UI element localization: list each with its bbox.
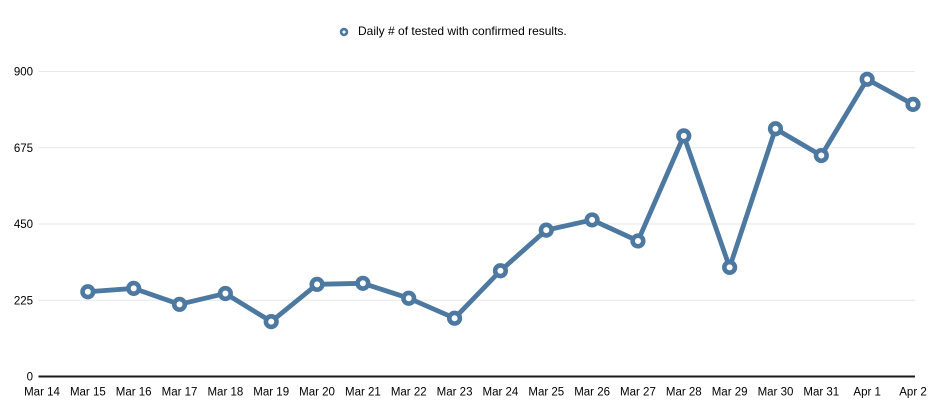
x-tick-label: Mar 28 (666, 387, 702, 399)
x-tick-label: Mar 19 (253, 387, 289, 399)
data-point-marker[interactable] (401, 290, 417, 306)
data-point-marker[interactable] (767, 121, 784, 137)
x-tick-label: Mar 15 (70, 387, 106, 399)
x-tick-label: Mar 29 (712, 387, 748, 399)
x-tick-label: Mar 23 (437, 387, 473, 399)
data-point-marker[interactable] (676, 128, 692, 144)
data-point-marker[interactable] (446, 310, 463, 326)
x-tick-label: Mar 21 (345, 387, 381, 399)
series-line (85, 76, 916, 325)
y-tick-label: 450 (14, 219, 33, 231)
data-point-marker[interactable] (859, 71, 875, 87)
legend-label: Daily # of tested with confirmed results… (358, 24, 567, 38)
legend-marker-icon (339, 27, 349, 36)
data-point-marker[interactable] (584, 212, 600, 228)
x-tick-label: Mar 25 (528, 387, 564, 399)
x-tick-label: Mar 27 (620, 387, 656, 399)
data-point-marker[interactable] (263, 314, 279, 330)
data-point-marker[interactable] (722, 259, 738, 275)
x-tick-label: Mar 18 (207, 387, 243, 399)
x-tick-label: Mar 17 (162, 387, 198, 399)
x-tick-label: Mar 24 (483, 387, 519, 399)
data-point-marker[interactable] (355, 275, 371, 291)
y-tick-label: 675 (14, 143, 33, 155)
x-tick-label: Mar 31 (803, 387, 839, 399)
y-tick-label: 900 (14, 67, 33, 79)
data-point-marker[interactable] (630, 233, 646, 249)
data-point-marker[interactable] (171, 296, 188, 312)
legend[interactable]: Daily # of tested with confirmed results… (338, 24, 567, 39)
data-point-marker[interactable] (538, 222, 554, 238)
x-tick-label: Mar 20 (299, 387, 335, 399)
x-tick-label: Mar 30 (758, 387, 794, 399)
data-point-marker[interactable] (492, 263, 509, 279)
x-tick-label: Mar 26 (574, 387, 610, 399)
x-tick-label: Apr 1 (853, 387, 881, 399)
x-tick-label: Mar 22 (391, 387, 427, 399)
data-point-marker[interactable] (309, 276, 325, 292)
x-tick-label: Apr 2 (899, 387, 927, 399)
data-point-marker[interactable] (80, 284, 96, 300)
data-point-marker[interactable] (905, 96, 921, 112)
y-tick-label: 225 (14, 295, 33, 307)
x-tick-label: Mar 16 (116, 387, 152, 399)
data-point-marker[interactable] (126, 280, 142, 296)
x-tick-label: Mar 14 (24, 387, 60, 399)
data-point-marker[interactable] (217, 285, 233, 302)
data-point-marker[interactable] (813, 147, 829, 164)
y-tick-label: 0 (27, 372, 33, 384)
